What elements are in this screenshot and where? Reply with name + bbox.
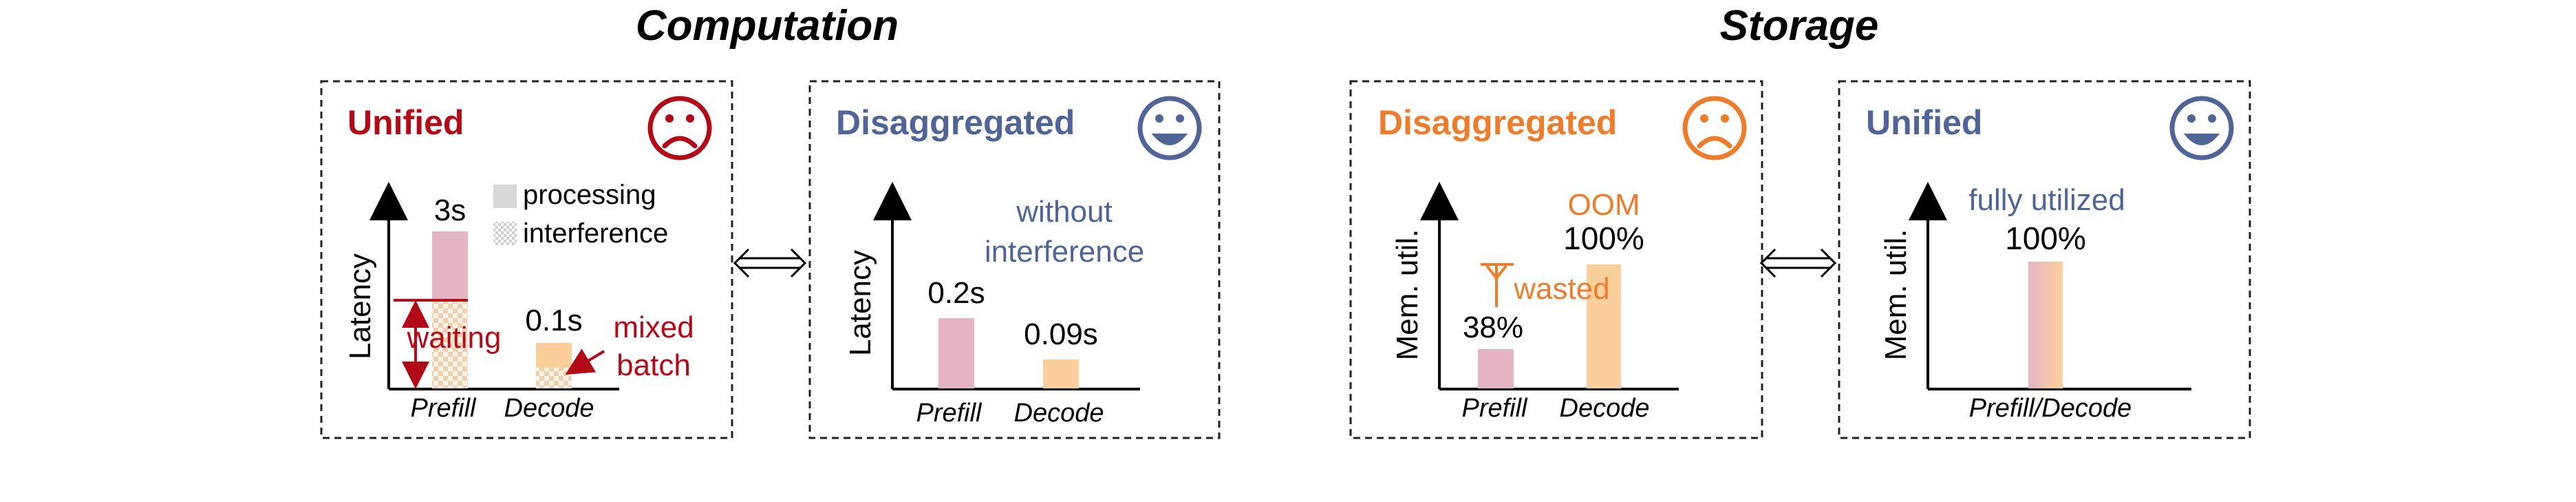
happy-face-icon bbox=[1137, 96, 1202, 160]
decode-bar bbox=[1587, 264, 1621, 388]
bar-value-label: 100% bbox=[2005, 220, 2086, 256]
x-tick-decode: Decode bbox=[504, 394, 594, 423]
y-axis-label: Mem. util. bbox=[1879, 229, 1913, 361]
note-line2: interference bbox=[985, 235, 1144, 269]
x-tick-prefill: Prefill bbox=[410, 394, 477, 423]
oom-label: OOM bbox=[1567, 188, 1640, 222]
panel-comp-disagg: Disaggregated Latency 0.2s 0.09s Prefill… bbox=[808, 80, 1221, 439]
x-tick-decode: Decode bbox=[1014, 399, 1104, 428]
double-arrow-icon bbox=[1759, 248, 1837, 278]
happy-face-icon bbox=[2169, 96, 2234, 160]
sad-face-icon bbox=[647, 96, 712, 160]
prefill-bar bbox=[1478, 349, 1514, 388]
panel-title: Unified bbox=[347, 103, 464, 142]
decode-value-label: 0.1s bbox=[525, 304, 582, 337]
panel-title: Disaggregated bbox=[836, 103, 1075, 142]
panel-title: Unified bbox=[1866, 103, 1982, 142]
prefill-bar bbox=[432, 231, 468, 300]
prefill-value-label: 3s bbox=[434, 194, 466, 227]
y-axis-label: Latency bbox=[844, 250, 877, 356]
double-arrow-icon bbox=[733, 248, 807, 278]
note-label: fully utilized bbox=[1968, 183, 2125, 217]
prefill-bar bbox=[938, 318, 974, 388]
section-title-computation: Computation bbox=[636, 2, 899, 50]
legend-processing-swatch bbox=[493, 185, 517, 208]
panel-stor-disagg: Disaggregated Mem. util. 38% 100% OOM Pr… bbox=[1349, 80, 1763, 439]
waiting-label: waiting bbox=[407, 321, 502, 355]
decode-value-label: 100% bbox=[1563, 220, 1644, 256]
prefill-value-label: 0.2s bbox=[927, 276, 985, 310]
decode-interference bbox=[536, 368, 572, 388]
note-line1: without bbox=[1016, 195, 1112, 229]
decode-value-label: 0.09s bbox=[1024, 317, 1098, 351]
x-tick-prefill: Prefill bbox=[916, 399, 983, 428]
legend-processing-label: processing bbox=[523, 180, 656, 210]
wasted-label: wasted bbox=[1513, 272, 1609, 306]
x-tick-decode: Decode bbox=[1560, 394, 1650, 423]
y-axis-label: Latency bbox=[343, 253, 377, 359]
panel-comp-unified: Unified Latency 3s 0.1s Prefill Decode p… bbox=[320, 80, 733, 439]
x-tick-prefill: Prefill bbox=[1461, 394, 1528, 423]
mixed-label-line1: mixed bbox=[613, 311, 694, 344]
prefill-decode-bar bbox=[2028, 262, 2063, 388]
legend-interference-swatch bbox=[493, 222, 517, 245]
decode-bar bbox=[1043, 359, 1079, 388]
prefill-interference bbox=[432, 300, 468, 388]
mixed-batch-arrow bbox=[565, 348, 605, 375]
wasted-arrow-head bbox=[1485, 264, 1507, 281]
y-axis-label: Mem. util. bbox=[1391, 229, 1424, 361]
section-title-storage: Storage bbox=[1720, 2, 1879, 50]
legend-interference-label: interference bbox=[523, 218, 668, 249]
sad-face-icon bbox=[1682, 96, 1747, 160]
panel-stor-unified: Unified Mem. util. 100% fully utilized P… bbox=[1838, 80, 2251, 439]
prefill-value-label: 38% bbox=[1463, 311, 1523, 344]
panel-title: Disaggregated bbox=[1378, 103, 1617, 142]
mixed-label-line2: batch bbox=[616, 348, 691, 382]
x-tick-prefill-decode: Prefill/Decode bbox=[1969, 394, 2132, 423]
decode-bar bbox=[536, 343, 572, 368]
